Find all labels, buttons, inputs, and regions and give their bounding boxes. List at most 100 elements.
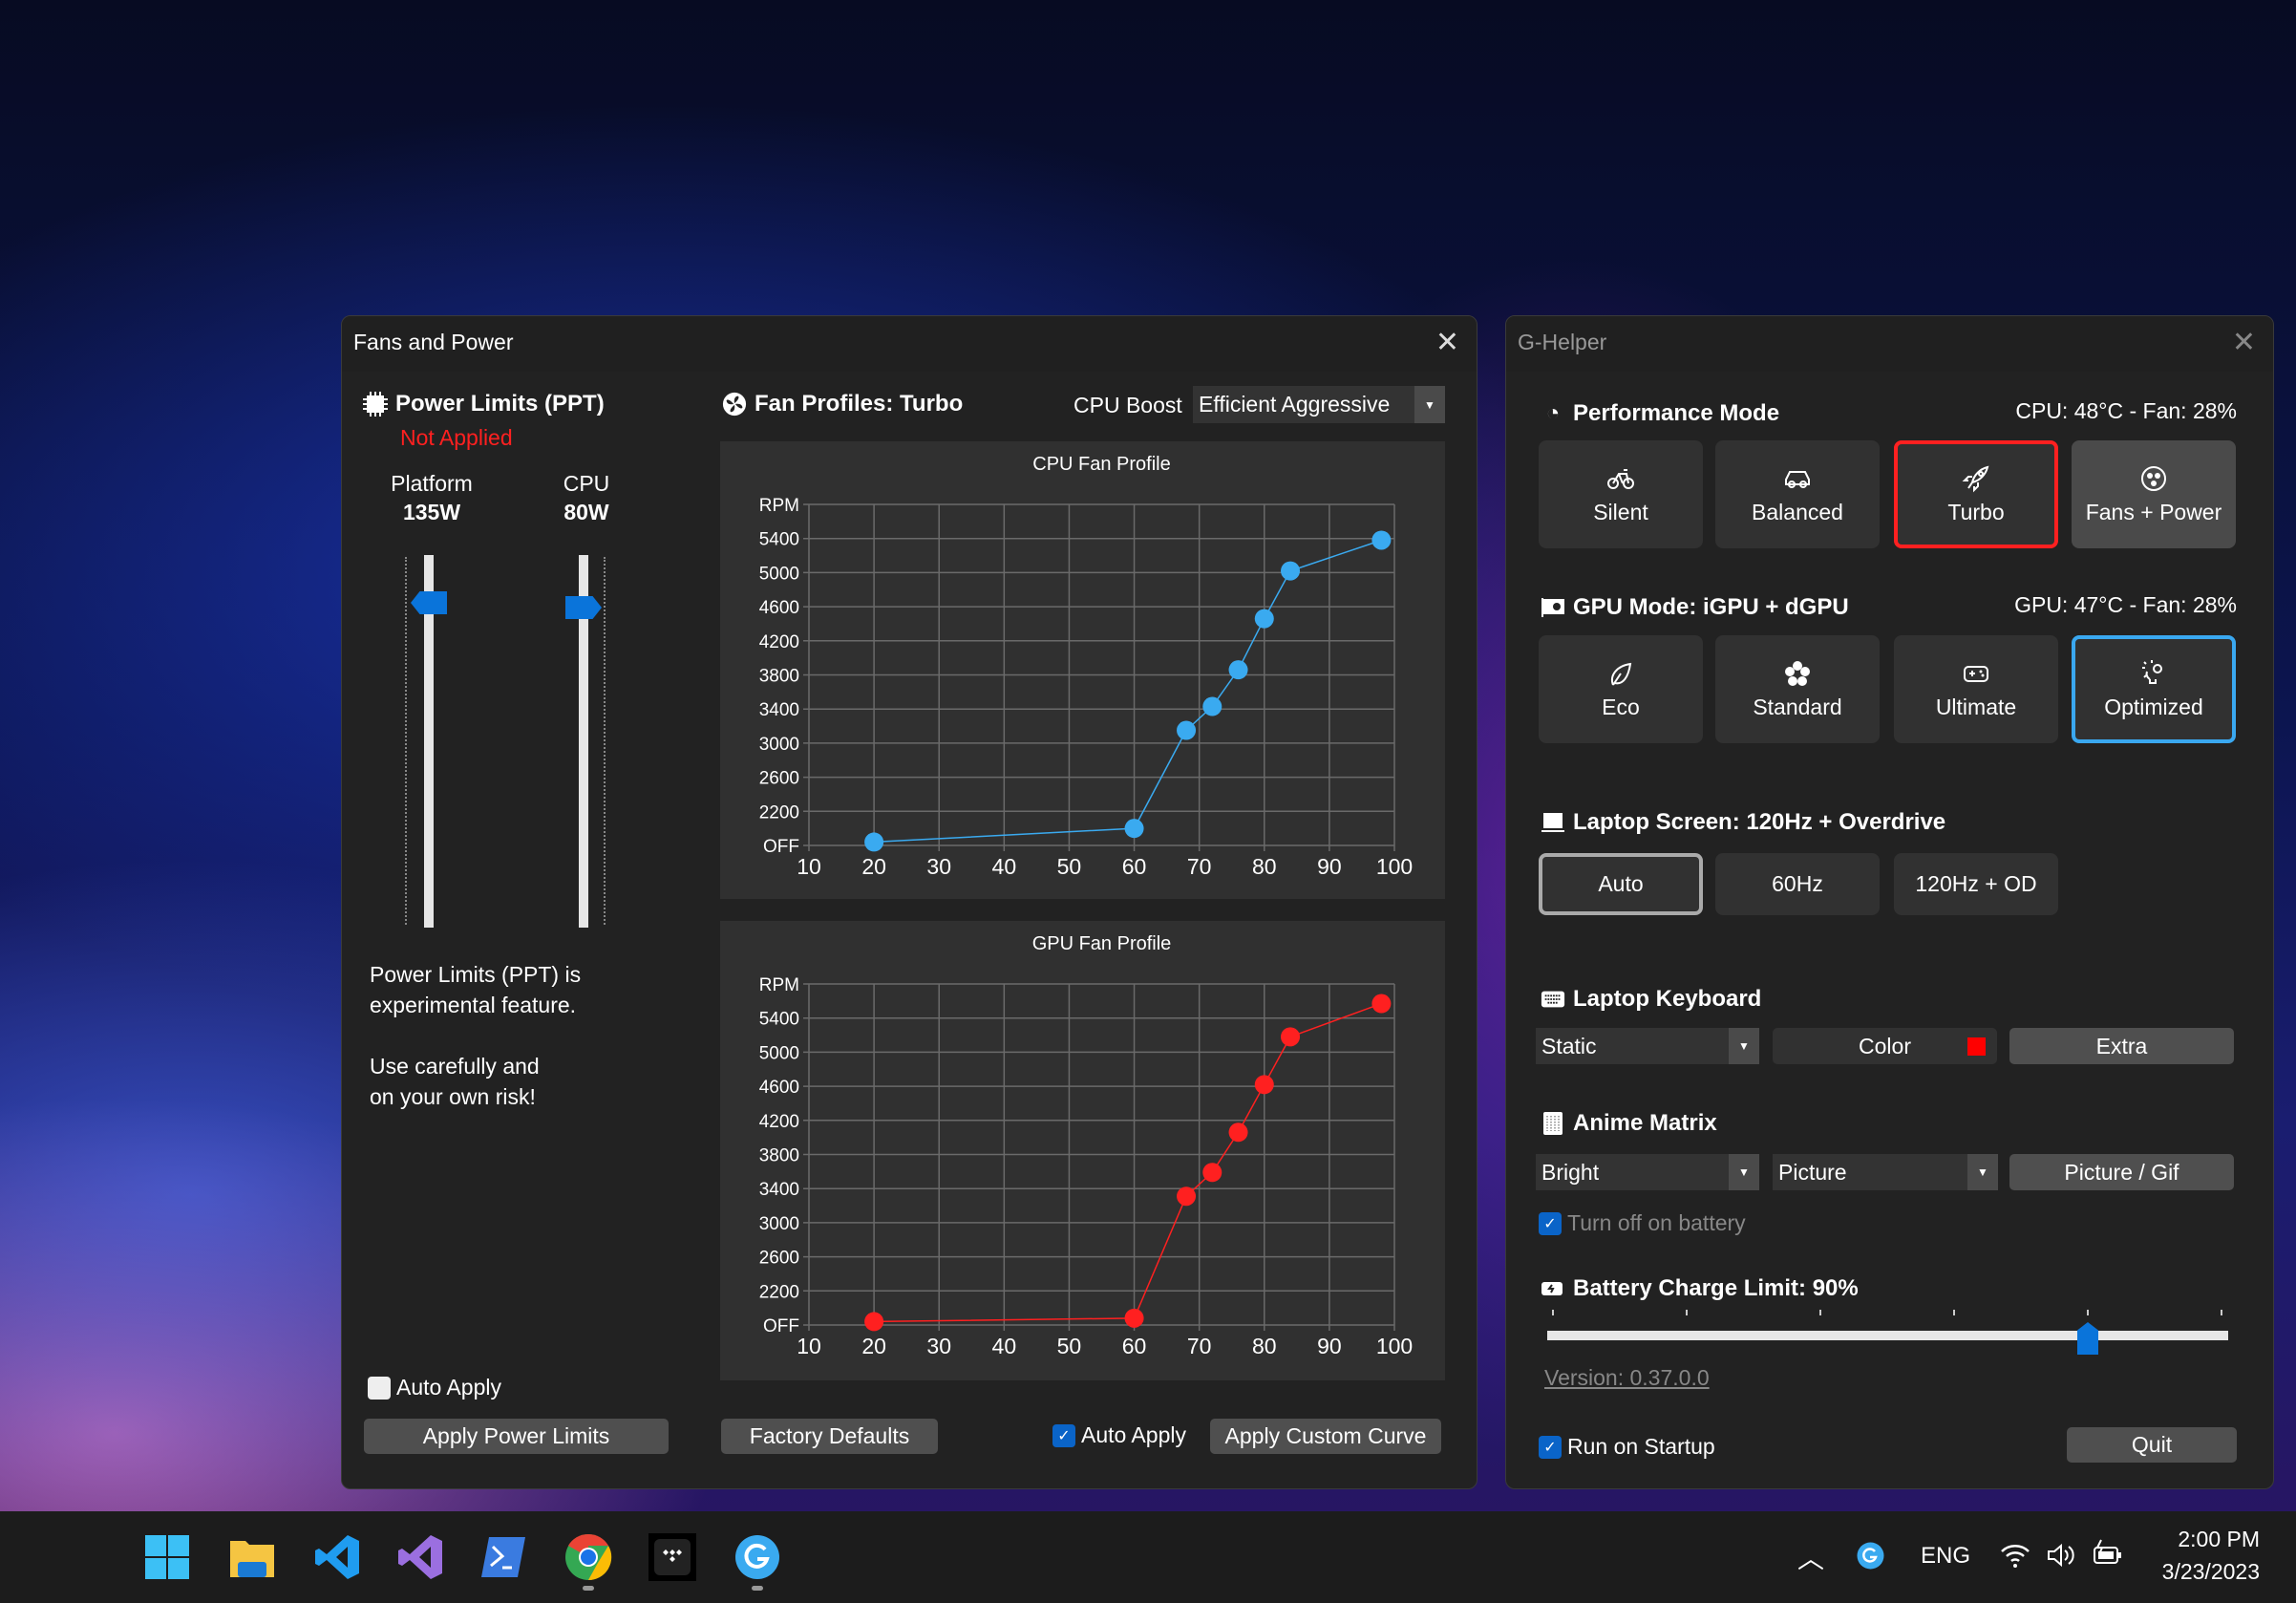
title-bar[interactable]: Fans and Power ✕ [342, 316, 1477, 372]
battery-slider-track[interactable] [1547, 1331, 2228, 1340]
fans-auto-apply-checkbox[interactable]: ✓ Auto Apply [1052, 1422, 1186, 1448]
checkbox-checked[interactable]: ✓ [1052, 1423, 1075, 1447]
data-point[interactable] [1177, 1186, 1197, 1207]
data-point[interactable] [1371, 994, 1392, 1014]
powershell-icon[interactable] [479, 1533, 527, 1581]
close-icon[interactable]: ✕ [2231, 327, 2256, 358]
keyboard-extra-button[interactable]: Extra [2009, 1028, 2234, 1064]
keyboard-mode-dropdown[interactable]: Static ▼ [1536, 1028, 1759, 1064]
chrome-icon[interactable] [564, 1533, 612, 1581]
data-point[interactable] [1124, 1308, 1144, 1328]
turn-off-on-battery-checkbox[interactable]: ✓ Turn off on battery [1539, 1210, 1746, 1236]
mode-balanced-button[interactable]: Balanced [1715, 440, 1880, 548]
ghelper-icon[interactable] [733, 1533, 781, 1581]
platform-value: 135W [402, 500, 461, 524]
keyboard-color-button[interactable]: Color [1773, 1028, 1997, 1064]
clock-time[interactable]: 2:00 PM [2178, 1527, 2260, 1551]
data-point[interactable] [1202, 1163, 1222, 1183]
apply-custom-curve-button[interactable]: Apply Custom Curve [1210, 1419, 1441, 1454]
screen-auto-button[interactable]: Auto [1539, 853, 1703, 915]
gpu-optimized-button[interactable]: Optimized [2072, 635, 2236, 743]
checkbox-checked[interactable]: ✓ [1539, 1435, 1562, 1459]
battery-slider-thumb[interactable] [2077, 1322, 2098, 1355]
data-point[interactable] [1281, 1027, 1301, 1047]
mode-silent-button[interactable]: Silent [1539, 440, 1703, 548]
data-point[interactable] [1371, 530, 1392, 550]
data-point[interactable] [1254, 1075, 1274, 1095]
language-indicator[interactable]: ENG [1921, 1543, 1971, 1569]
cpu-slider-thumb[interactable] [565, 596, 602, 619]
quit-button[interactable]: Quit [2067, 1427, 2237, 1463]
cpu-boost-dropdown[interactable]: Efficient Aggressive ▼ [1193, 386, 1445, 423]
window-title: Fans and Power [353, 330, 514, 354]
anime-brightness-dropdown[interactable]: Bright ▼ [1536, 1154, 1759, 1190]
battery-charging-icon[interactable] [2092, 1538, 2124, 1571]
mode-turbo-button[interactable]: Turbo [1894, 440, 2058, 548]
tidal-icon[interactable] [648, 1533, 696, 1581]
y-tick-label: 5400 [759, 530, 799, 550]
start-icon[interactable] [143, 1533, 191, 1581]
data-point[interactable] [864, 832, 884, 852]
chevron-up-icon[interactable]: ︿ [1797, 1544, 1825, 1573]
chevron-down-icon[interactable]: ▼ [1414, 386, 1445, 423]
matrix-icon [1541, 1111, 1565, 1136]
platform-slider-track[interactable] [424, 555, 434, 928]
gpu-ultimate-button[interactable]: Ultimate [1894, 635, 2058, 743]
wifi-icon[interactable] [2000, 1540, 2030, 1571]
data-point[interactable] [1228, 1122, 1248, 1143]
mode-fans-power-button[interactable]: Fans + Power [2072, 440, 2236, 548]
gpu-standard-button[interactable]: Standard [1715, 635, 1880, 743]
picture-gif-button[interactable]: Picture / Gif [2009, 1154, 2234, 1190]
data-point[interactable] [1177, 720, 1197, 740]
y-tick-label: 5000 [759, 1043, 799, 1063]
platform-slider-thumb[interactable] [411, 591, 447, 614]
screen-120hz-od-button[interactable]: 120Hz + OD [1894, 853, 2058, 915]
y-tick-label: 2200 [759, 802, 799, 823]
visual-studio-icon[interactable] [396, 1533, 444, 1581]
chevron-down-icon[interactable]: ▼ [1729, 1154, 1759, 1190]
volume-icon[interactable] [2046, 1540, 2076, 1571]
cpu-value: 80W [563, 500, 609, 524]
fans-and-power-window: Fans and Power ✕ Power Limits (PPT) Not … [341, 315, 1478, 1489]
checkbox-checked[interactable]: ✓ [1539, 1211, 1562, 1235]
x-tick-label: 30 [926, 1334, 951, 1358]
anime-mode-dropdown[interactable]: Picture ▼ [1773, 1154, 1998, 1190]
vscode-icon[interactable] [313, 1533, 361, 1581]
data-point[interactable] [1228, 660, 1248, 680]
chevron-down-icon[interactable]: ▼ [1729, 1028, 1759, 1064]
chevron-down-icon[interactable]: ▼ [1967, 1154, 1998, 1190]
ppt-auto-apply-checkbox[interactable]: Auto Apply [368, 1375, 501, 1400]
y-tick-label: 3400 [759, 1180, 799, 1200]
version-link[interactable]: Version: 0.37.0.0 [1544, 1365, 1710, 1390]
checkbox-box[interactable] [368, 1376, 391, 1400]
ghelper-tray-icon[interactable] [1857, 1542, 1884, 1570]
checkbox-label: Auto Apply [1081, 1422, 1186, 1447]
file-explorer-icon[interactable] [228, 1533, 276, 1581]
car-icon [1785, 471, 1810, 488]
title-bar[interactable]: G-Helper ✕ [1506, 316, 2273, 372]
x-tick-label: 60 [1122, 854, 1147, 879]
ppt-note-line: on your own risk! [370, 1084, 536, 1109]
data-point[interactable] [1124, 819, 1144, 839]
gpu-fan-chart[interactable]: GPU Fan Profile 10 20 30 40 50 60 70 80 90 100 OFF 2… [720, 921, 1445, 1380]
cpu-fan-chart[interactable]: CPU Fan Profile 10 20 30 40 50 60 70 80 90 100 OFF 2… [720, 441, 1445, 899]
clock-date[interactable]: 3/23/2023 [2161, 1559, 2260, 1584]
fan-icon [2141, 466, 2166, 491]
close-icon[interactable]: ✕ [1435, 327, 1459, 358]
y-tick-label: 2200 [759, 1282, 799, 1302]
data-point[interactable] [1202, 696, 1222, 716]
cpu-slider-track[interactable] [579, 555, 588, 928]
gpu-eco-button[interactable]: Eco [1539, 635, 1703, 743]
y-tick-label: 4200 [759, 1112, 799, 1132]
x-tick-label: 60 [1122, 1334, 1147, 1358]
data-point[interactable] [1281, 561, 1301, 581]
slider-tick [1819, 1310, 1821, 1315]
data-point[interactable] [864, 1312, 884, 1332]
data-point[interactable] [1254, 609, 1274, 629]
apply-power-limits-button[interactable]: Apply Power Limits [364, 1419, 669, 1454]
battery-charge-title: Battery Charge Limit: 90% [1573, 1275, 1859, 1301]
y-tick-label: 3000 [759, 1214, 799, 1234]
run-on-startup-checkbox[interactable]: ✓ Run on Startup [1539, 1434, 1715, 1460]
factory-defaults-button[interactable]: Factory Defaults [721, 1419, 938, 1454]
screen-60hz-button[interactable]: 60Hz [1715, 853, 1880, 915]
